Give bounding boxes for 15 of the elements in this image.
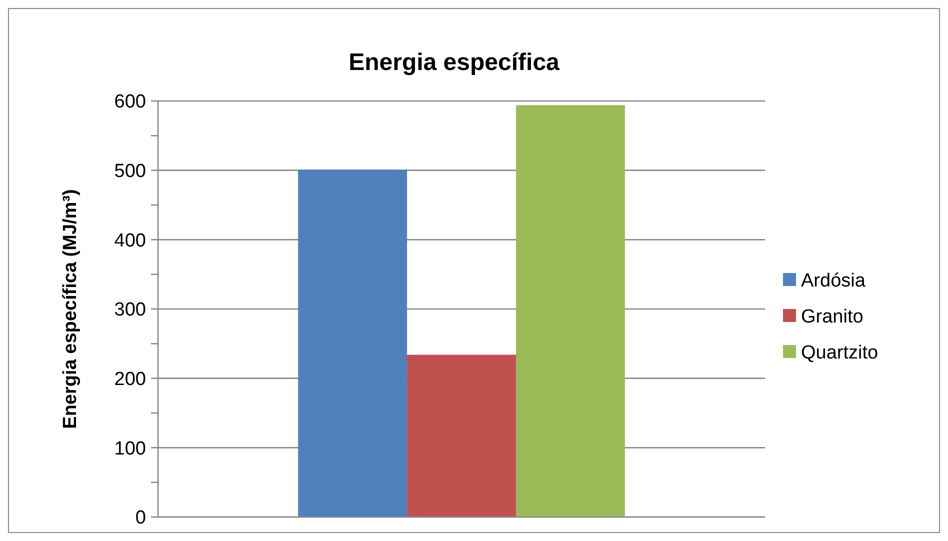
bar — [298, 170, 408, 517]
legend-label: Ardósia — [801, 270, 866, 292]
y-axis-title: Energia específica (MJ/m³) — [60, 189, 81, 429]
bar — [516, 105, 625, 517]
bar — [407, 354, 516, 517]
chart-title: Energia específica — [348, 49, 560, 76]
legend-label: Granito — [801, 306, 864, 328]
y-tick-label: 0 — [135, 508, 146, 529]
y-tick-label: 400 — [114, 230, 146, 252]
y-tick-label: 200 — [114, 368, 146, 390]
y-tick-label: 600 — [114, 92, 146, 113]
y-tick-label: 100 — [114, 438, 146, 460]
y-tick-label: 500 — [114, 160, 146, 182]
y-tick-label: 300 — [114, 300, 146, 321]
legend-label: Quartzito — [801, 342, 878, 364]
